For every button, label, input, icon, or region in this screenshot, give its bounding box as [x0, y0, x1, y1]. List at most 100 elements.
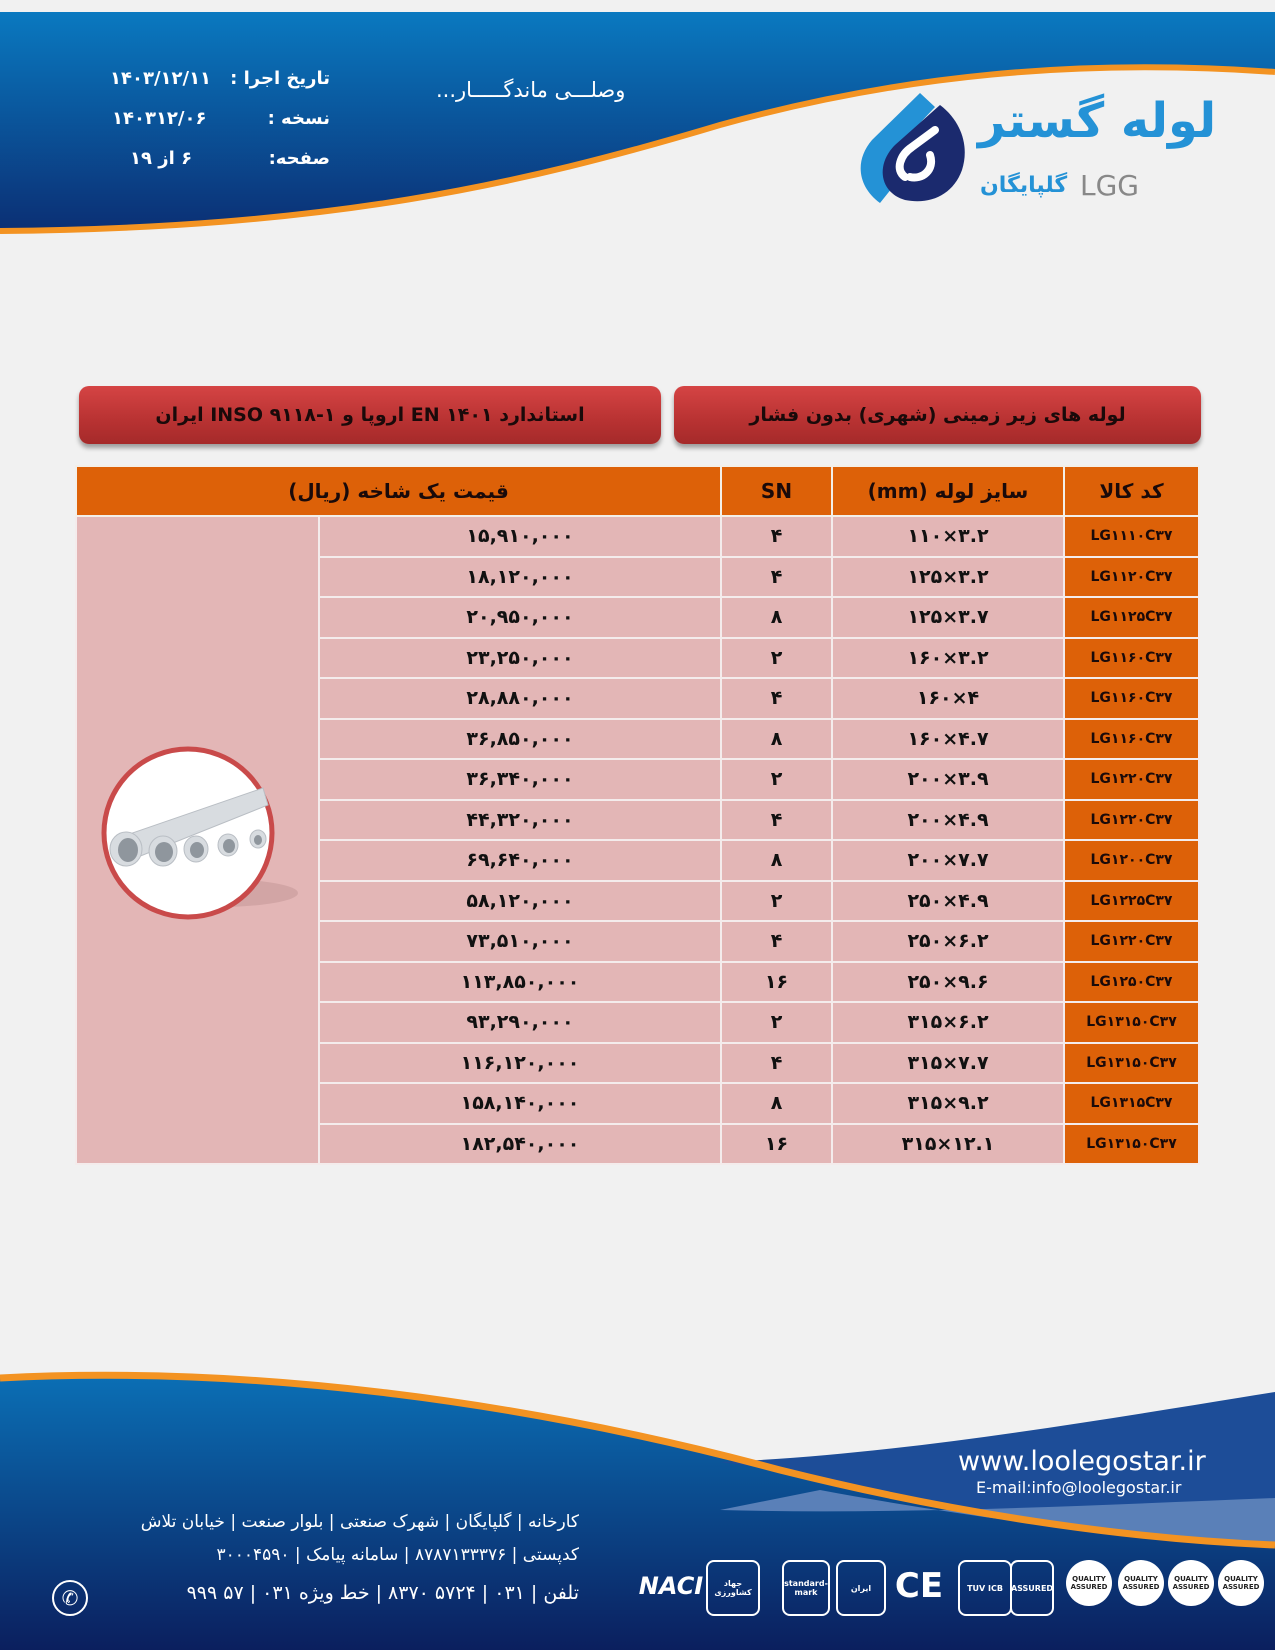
size-cell: ۱۶۰×۴: [831, 677, 1065, 720]
code-cell: LG۱۱۲۵C۳۷: [1063, 596, 1200, 639]
table-row: ۲۳,۲۵۰,۰۰۰ ۲ ۱۶۰×۳.۲ LG۱۱۶۰C۳۷: [76, 636, 1200, 679]
code-cell: LG۱۲۲۰C۳۷: [1063, 758, 1200, 801]
version-label: نسخه :: [267, 108, 330, 129]
size-cell: ۲۰۰×۳.۹: [831, 758, 1065, 801]
price-table: قیمت یک شاخه (ریال) SN سایز لوله (mm) کد…: [75, 465, 1200, 1165]
table-row: ۲۰,۹۵۰,۰۰۰ ۸ ۱۲۵×۳.۷ LG۱۱۲۵C۳۷: [76, 596, 1200, 639]
size-cell: ۳۱۵×۱۲.۱: [831, 1122, 1065, 1165]
price-cell: ۴۴,۳۲۰,۰۰۰: [318, 798, 722, 841]
certification-logo-icon: standard-mark: [782, 1560, 830, 1616]
table-row: ۵۸,۱۲۰,۰۰۰ ۲ ۲۵۰×۴.۹ LG۱۲۲۵C۳۷: [76, 879, 1200, 922]
table-row: ۱۵۸,۱۴۰,۰۰۰ ۸ ۳۱۵×۹.۲ LG۱۳۱۵C۳۷: [76, 1082, 1200, 1125]
code-cell: LG۱۳۱۵۰C۳۷: [1063, 1122, 1200, 1165]
sn-cell: ۲: [720, 636, 833, 679]
sn-cell: ۸: [720, 839, 833, 882]
size-cell: ۲۵۰×۴.۹: [831, 879, 1065, 922]
phone-icon: ✆: [52, 1580, 88, 1616]
certification-logo-icon: QUALITY ASSURED: [1066, 1560, 1112, 1606]
table-row: ۱۱۶,۱۲۰,۰۰۰ ۴ ۳۱۵×۷.۷ LG۱۳۱۵۰C۳۷: [76, 1041, 1200, 1084]
logo-mark-icon: [860, 93, 965, 203]
price-cell: ۱۸,۱۲۰,۰۰۰: [318, 555, 722, 598]
execution-date-value: ۱۴۰۳/۱۲/۱۱: [110, 68, 212, 89]
column-header-code: کد کالا: [1063, 465, 1200, 517]
footer-wave: [0, 1375, 1275, 1650]
code-cell: LG۱۲۲۰C۳۷: [1063, 798, 1200, 841]
price-cell: ۱۵۸,۱۴۰,۰۰۰: [318, 1082, 722, 1125]
certification-logo-icon: ایران: [836, 1560, 886, 1616]
table-row: ۲۸,۸۸۰,۰۰۰ ۴ ۱۶۰×۴ LG۱۱۶۰C۳۷: [76, 677, 1200, 720]
sn-cell: ۲: [720, 879, 833, 922]
code-cell: LG۱۱۶۰C۳۷: [1063, 636, 1200, 679]
execution-date-label: تاریخ اجرا :: [230, 68, 330, 89]
size-cell: ۱۶۰×۴.۷: [831, 717, 1065, 760]
code-cell: LG۱۲۲۵C۳۷: [1063, 879, 1200, 922]
size-cell: ۱۱۰×۳.۲: [831, 515, 1065, 558]
code-cell: LG۱۱۶۰C۳۷: [1063, 677, 1200, 720]
table-row: ۳۶,۳۴۰,۰۰۰ ۲ ۲۰۰×۳.۹ LG۱۲۲۰C۳۷: [76, 758, 1200, 801]
website-link[interactable]: www.loolegostar.ir: [958, 1446, 1206, 1477]
code-cell: LG۱۲۰۰C۳۷: [1063, 839, 1200, 882]
code-cell: LG۱۲۵۰C۳۷: [1063, 960, 1200, 1003]
column-header-price: قیمت یک شاخه (ریال): [75, 465, 722, 517]
price-cell: ۵۸,۱۲۰,۰۰۰: [318, 879, 722, 922]
price-cell: ۹۳,۲۹۰,۰۰۰: [318, 1001, 722, 1044]
sn-cell: ۲: [720, 758, 833, 801]
footer-orange-line: [0, 1371, 1275, 1549]
size-cell: ۳۱۵×۹.۲: [831, 1082, 1065, 1125]
certification-logo-icon: CE: [894, 1566, 944, 1606]
column-header-size: سایز لوله (mm): [831, 465, 1065, 517]
header-orange-line: [0, 64, 1275, 234]
column-header-sn: SN: [720, 465, 833, 517]
page-label: صفحه:: [268, 148, 330, 169]
size-cell: ۱۲۵×۳.۷: [831, 596, 1065, 639]
phone-numbers: تلفن | ۰۳۱ | ۵۷۲۴ ۸۳۷۰ | خط ویژه ۰۳۱ | ۵…: [186, 1582, 579, 1604]
code-cell: LG۱۱۱۰C۳۷: [1063, 515, 1200, 558]
certification-logo-icon: ASSURED: [1010, 1560, 1054, 1616]
sn-cell: ۴: [720, 920, 833, 963]
code-cell: LG۱۳۱۵۰C۳۷: [1063, 1001, 1200, 1044]
logo-city: گلپایگان: [980, 173, 1068, 198]
tagline: وصلـــی ماندگـــــار...: [436, 78, 626, 102]
sn-cell: ۱۶: [720, 960, 833, 1003]
logo-name: لوله گستر: [978, 93, 1217, 149]
sn-cell: ۲: [720, 1001, 833, 1044]
email-link[interactable]: E-mail:info@loolegostar.ir: [976, 1478, 1182, 1497]
size-cell: ۱۶۰×۳.۲: [831, 636, 1065, 679]
company-logo: لوله گستر گلپایگان LGG: [850, 85, 1216, 210]
size-cell: ۲۰۰×۷.۷: [831, 839, 1065, 882]
price-cell: ۲۸,۸۸۰,۰۰۰: [318, 677, 722, 720]
sn-cell: ۴: [720, 1041, 833, 1084]
document-info: تاریخ اجرا : ۱۴۰۳/۱۲/۱۱ نسخه : ۱۴۰۳۱۲/۰۶…: [100, 68, 330, 198]
table-row: ۷۳,۵۱۰,۰۰۰ ۴ ۲۵۰×۶.۲ LG۱۲۲۰C۳۷: [76, 920, 1200, 963]
table-row: ۳۶,۸۵۰,۰۰۰ ۸ ۱۶۰×۴.۷ LG۱۱۶۰C۳۷: [76, 717, 1200, 760]
size-cell: ۲۰۰×۴.۹: [831, 798, 1065, 841]
code-cell: LG۱۱۶۰C۳۷: [1063, 717, 1200, 760]
sn-cell: ۴: [720, 677, 833, 720]
product-title-banner: لوله های زیر زمینی (شهری) بدون فشار: [674, 386, 1201, 444]
pipe-product-image: [75, 515, 320, 1165]
certification-logo-icon: QUALITY ASSURED: [1168, 1560, 1214, 1606]
factory-address: کارخانه | گلپایگان | شهرک صنعتی | بلوار …: [140, 1512, 579, 1532]
certification-logo-icon: NACI: [638, 1572, 704, 1600]
price-cell: ۶۹,۶۴۰,۰۰۰: [318, 839, 722, 882]
code-cell: LG۱۱۲۰C۳۷: [1063, 555, 1200, 598]
sn-cell: ۸: [720, 717, 833, 760]
price-cell: ۳۶,۳۴۰,۰۰۰: [318, 758, 722, 801]
certification-logo-icon: جهاد کشاورزی: [706, 1560, 760, 1616]
price-cell: ۱۱۳,۸۵۰,۰۰۰: [318, 960, 722, 1003]
code-cell: LG۱۳۱۵C۳۷: [1063, 1082, 1200, 1125]
certification-logo-icon: TUV ICB: [958, 1560, 1012, 1616]
sn-cell: ۴: [720, 515, 833, 558]
code-cell: LG۱۲۲۰C۳۷: [1063, 920, 1200, 963]
sn-cell: ۸: [720, 596, 833, 639]
table-row: ۹۳,۲۹۰,۰۰۰ ۲ ۳۱۵×۶.۲ LG۱۳۱۵۰C۳۷: [76, 1001, 1200, 1044]
table-header-row: قیمت یک شاخه (ریال) SN سایز لوله (mm) کد…: [75, 465, 1200, 517]
price-cell: ۲۰,۹۵۰,۰۰۰: [318, 596, 722, 639]
postal-and-sms: کدپستی | ۸۷۸۷۱۳۳۳۷۶ | سامانه پیامک | ۳۰۰…: [216, 1545, 579, 1565]
table-row: ۱۱۳,۸۵۰,۰۰۰ ۱۶ ۲۵۰×۹.۶ LG۱۲۵۰C۳۷: [76, 960, 1200, 1003]
price-cell: ۱۸۲,۵۴۰,۰۰۰: [318, 1122, 722, 1165]
size-cell: ۲۵۰×۶.۲: [831, 920, 1065, 963]
price-cell: ۳۶,۸۵۰,۰۰۰: [318, 717, 722, 760]
certification-logo-icon: QUALITY ASSURED: [1218, 1560, 1264, 1606]
